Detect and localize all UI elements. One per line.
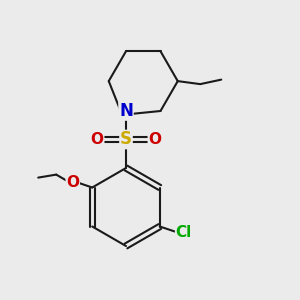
Text: Cl: Cl [176,225,192,240]
Text: O: O [148,132,161,147]
Text: S: S [120,130,132,148]
Text: N: N [119,102,133,120]
Text: O: O [91,132,104,147]
Text: O: O [66,175,79,190]
